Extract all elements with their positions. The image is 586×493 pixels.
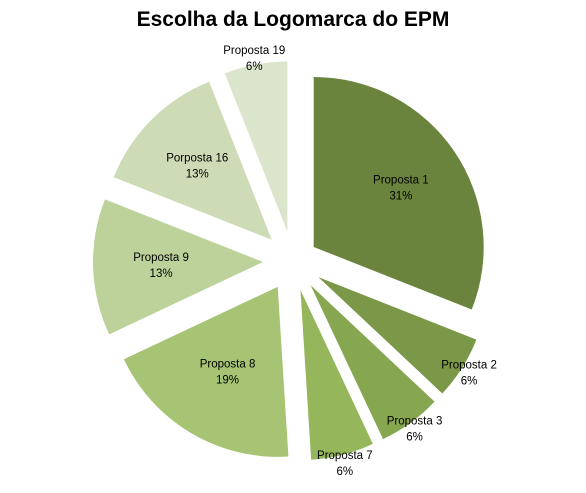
pie-slice-proposta-1 [313, 76, 484, 310]
slice-value-label: 6% [337, 466, 354, 478]
pie-slice-proposta-19 [224, 61, 288, 232]
pie-slice-proposta-7 [300, 290, 373, 460]
slice-value-label: 13% [186, 168, 209, 180]
pie-slice-proposta-2 [318, 277, 477, 394]
pie-slice-proposta-9 [93, 199, 264, 335]
slice-name-label: Proposta 1 [373, 175, 429, 187]
slice-value-label: 13% [150, 268, 173, 280]
slice-value-label: 31% [389, 191, 412, 203]
slice-name-label: Porposta 16 [166, 152, 228, 164]
pie-slice-proposta-3 [310, 285, 435, 440]
pie-slice-porposta-16 [113, 81, 272, 240]
slice-value-label: 19% [216, 375, 239, 387]
slice-value-label: 6% [406, 431, 423, 443]
slice-name-label: Proposta 2 [441, 360, 497, 372]
slice-name-label: Proposta 9 [133, 252, 189, 264]
slice-name-label: Proposta 7 [317, 450, 373, 462]
slice-value-label: 6% [461, 376, 478, 388]
pie-slice-proposta-8 [123, 286, 289, 457]
slice-name-label: Proposta 3 [387, 415, 443, 427]
slice-name-label: Proposta 8 [200, 359, 256, 371]
slice-value-label: 6% [246, 61, 263, 73]
slice-name-label: Proposta 19 [223, 45, 285, 57]
chart-title: Escolha da Logomarca do EPM [136, 8, 450, 31]
